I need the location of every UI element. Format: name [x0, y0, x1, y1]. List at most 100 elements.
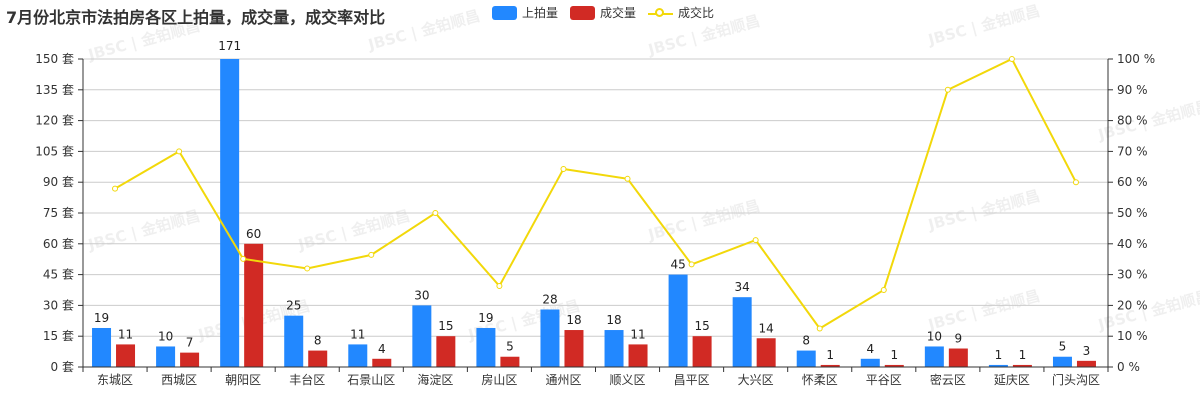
bar-value-label-listed: 18 — [606, 313, 621, 327]
right-axis-tick-label: 100 % — [1117, 52, 1155, 66]
bar-sold[interactable] — [948, 348, 968, 367]
ratio-point[interactable] — [944, 86, 951, 93]
right-axis-tick-label: 60 % — [1117, 175, 1148, 189]
watermark-text: JBSC | 金铂顺昌 — [85, 207, 202, 255]
left-axis-tick-label: 75 套 — [43, 206, 74, 220]
bar-value-label-sold: 18 — [566, 313, 581, 327]
bar-value-label-sold: 1 — [890, 348, 898, 362]
bar-listed[interactable] — [348, 344, 368, 367]
bar-value-label-sold: 7 — [186, 336, 194, 350]
ratio-point[interactable] — [304, 265, 311, 272]
bar-listed[interactable] — [604, 330, 624, 367]
x-axis-category-label: 门头沟区 — [1052, 372, 1100, 387]
bar-listed[interactable] — [156, 346, 176, 367]
legend-item-sold[interactable]: 成交量 — [570, 4, 636, 21]
bar-sold[interactable] — [1012, 364, 1032, 367]
left-axis-tick-label: 105 套 — [35, 144, 74, 158]
bar-listed[interactable] — [988, 364, 1008, 367]
chart-legend: 上拍量 成交量 成交比 — [492, 4, 726, 21]
bar-value-label-sold: 5 — [506, 340, 514, 354]
ratio-point[interactable] — [496, 282, 503, 289]
watermark-text: JBSC | 金铂顺昌 — [645, 12, 762, 60]
ratio-point[interactable] — [816, 325, 823, 332]
ratio-point[interactable] — [240, 255, 247, 262]
ratio-point[interactable] — [1008, 56, 1015, 62]
left-axis-tick-label: 15 套 — [43, 329, 74, 343]
bar-value-label-sold: 1 — [1019, 348, 1027, 362]
x-axis-category-label: 顺义区 — [610, 373, 646, 387]
bar-listed[interactable] — [220, 59, 240, 367]
bar-sold[interactable] — [180, 352, 200, 367]
bar-sold[interactable] — [564, 330, 584, 367]
bar-sold[interactable] — [308, 350, 328, 367]
x-axis-category-label: 东城区 — [97, 373, 133, 387]
ratio-point[interactable] — [1072, 179, 1079, 186]
ratio-point[interactable] — [880, 287, 887, 293]
bar-sold[interactable] — [692, 336, 712, 367]
legend-label-listed: 上拍量 — [522, 6, 559, 20]
x-axis-category-label: 海淀区 — [417, 372, 453, 387]
ratio-point[interactable] — [112, 185, 119, 192]
right-axis-tick-label: 80 % — [1117, 114, 1148, 128]
right-axis-tick-label: 30 % — [1117, 268, 1148, 282]
bar-sold[interactable] — [820, 364, 840, 367]
x-axis-category-label: 通州区 — [545, 373, 581, 387]
bar-listed[interactable] — [924, 346, 944, 367]
bar-value-label-listed: 11 — [350, 327, 365, 341]
bar-listed[interactable] — [284, 315, 304, 367]
ratio-point[interactable] — [176, 148, 183, 155]
bar-listed[interactable] — [412, 305, 432, 367]
x-axis-category-label: 昌平区 — [674, 373, 710, 387]
left-axis-tick-label: 120 套 — [35, 114, 74, 128]
bar-listed[interactable] — [668, 274, 688, 367]
right-axis-tick-label: 10 % — [1117, 329, 1148, 343]
bar-value-label-sold: 1 — [826, 348, 834, 362]
ratio-point[interactable] — [368, 251, 375, 258]
bar-sold[interactable] — [372, 358, 392, 367]
left-axis-tick-label: 0 套 — [51, 360, 74, 374]
bar-value-label-listed: 45 — [670, 258, 685, 272]
bar-listed[interactable] — [796, 350, 816, 367]
bar-value-label-listed: 19 — [94, 311, 109, 325]
bar-sold[interactable] — [1076, 360, 1096, 367]
x-axis-category-label: 密云区 — [930, 372, 966, 387]
bar-value-label-listed: 1 — [995, 348, 1003, 362]
left-axis-tick-label: 150 套 — [35, 52, 74, 66]
ratio-point[interactable] — [560, 165, 567, 172]
bar-value-label-sold: 60 — [246, 227, 261, 241]
watermark-text: JBSC | 金铂顺昌 — [925, 287, 1042, 335]
bar-sold[interactable] — [628, 344, 648, 367]
watermark-text: JBSC | 金铂顺昌 — [295, 207, 412, 255]
bar-value-label-sold: 15 — [694, 319, 709, 333]
legend-item-ratio[interactable]: 成交比 — [648, 4, 714, 21]
watermark-text: JBSC | 金铂顺昌 — [925, 187, 1042, 235]
ratio-point[interactable] — [688, 261, 695, 268]
bar-sold[interactable] — [756, 338, 776, 367]
legend-item-listed[interactable]: 上拍量 — [492, 4, 558, 21]
watermark-text: JBSC | 金铂顺昌 — [85, 17, 202, 65]
bar-listed[interactable] — [540, 309, 560, 367]
bar-value-label-listed: 28 — [542, 293, 557, 307]
ratio-point[interactable] — [752, 237, 759, 244]
bar-sold[interactable] — [884, 364, 904, 367]
bar-listed[interactable] — [476, 327, 496, 367]
bar-value-label-sold: 15 — [438, 319, 453, 333]
watermark-text: JBSC | 金铂顺昌 — [645, 197, 762, 245]
bar-listed[interactable] — [1052, 356, 1072, 367]
bar-sold[interactable] — [244, 243, 264, 367]
bar-value-label-listed: 4 — [866, 342, 874, 356]
bar-value-label-listed: 30 — [414, 288, 429, 302]
bar-sold[interactable] — [116, 344, 136, 367]
bar-listed[interactable] — [732, 297, 752, 367]
bar-sold[interactable] — [500, 356, 520, 367]
ratio-point[interactable] — [624, 175, 631, 182]
right-axis-tick-label: 90 % — [1117, 83, 1148, 97]
legend-swatch-listed — [492, 5, 517, 20]
bar-listed[interactable] — [92, 327, 112, 367]
bar-listed[interactable] — [860, 358, 880, 367]
x-axis-category-label: 房山区 — [481, 372, 517, 387]
ratio-point[interactable] — [432, 210, 439, 216]
watermark-text: JBSC | 金铂顺昌 — [925, 2, 1042, 50]
bar-sold[interactable] — [436, 336, 456, 367]
x-axis-category-label: 朝阳区 — [225, 373, 261, 387]
